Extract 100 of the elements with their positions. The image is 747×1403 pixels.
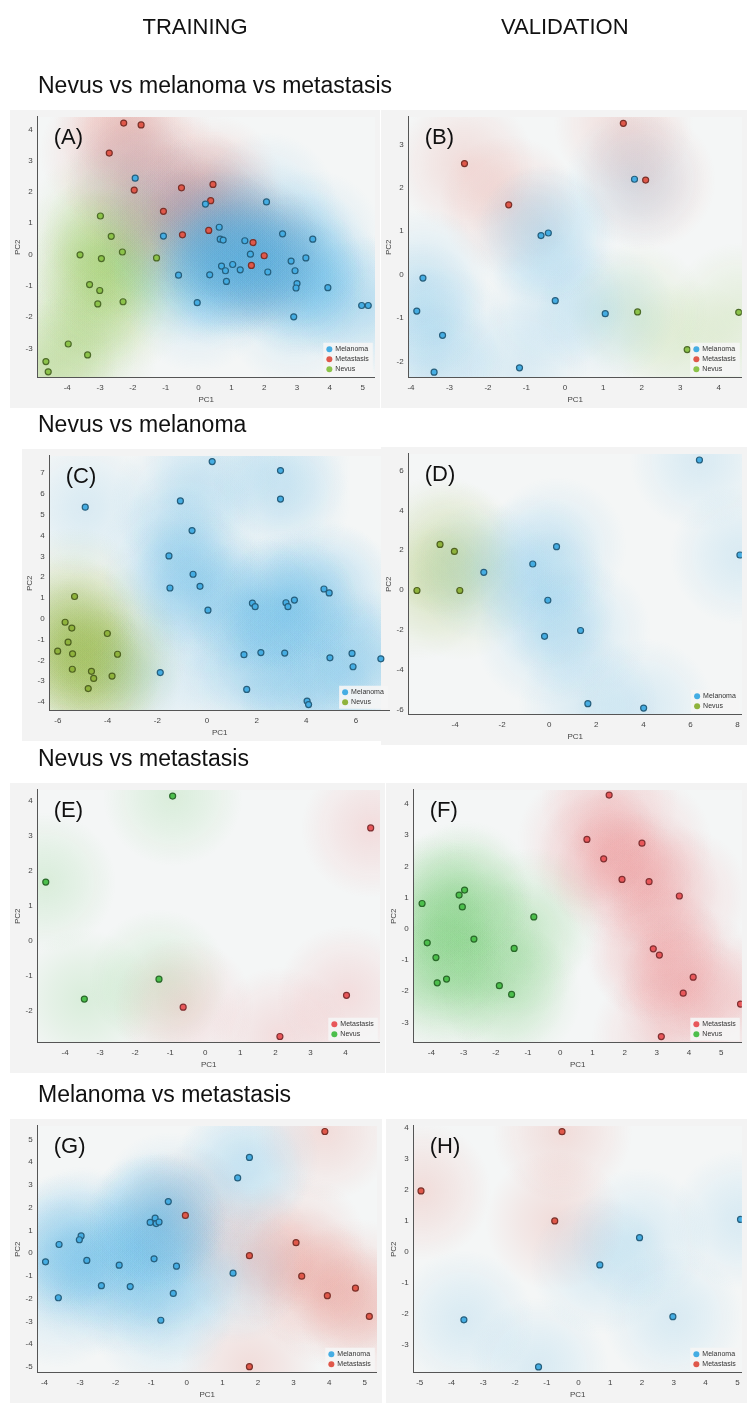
point bbox=[413, 307, 421, 315]
point bbox=[146, 1218, 154, 1227]
point bbox=[367, 824, 375, 832]
point bbox=[257, 649, 265, 657]
x-tick-label: -1 bbox=[543, 1377, 551, 1387]
y-axis-title: PC2 bbox=[25, 574, 34, 592]
point bbox=[229, 1269, 237, 1277]
point bbox=[178, 231, 187, 239]
point bbox=[551, 297, 559, 305]
x-tick-label: 4 bbox=[686, 1047, 692, 1057]
x-tick-label: 3 bbox=[308, 1047, 314, 1057]
point bbox=[262, 198, 271, 206]
point bbox=[281, 649, 289, 657]
x-tick-label: -2 bbox=[153, 715, 162, 725]
text: VALIDATION bbox=[501, 14, 629, 40]
point bbox=[442, 975, 451, 983]
point bbox=[130, 186, 138, 194]
point bbox=[44, 368, 52, 376]
point bbox=[75, 1236, 83, 1244]
point bbox=[679, 989, 687, 997]
point bbox=[638, 839, 646, 847]
x-tick-label: 4 bbox=[327, 382, 333, 392]
y-tick-label: -3 bbox=[25, 1316, 34, 1326]
x-tick-label: 1 bbox=[220, 1377, 226, 1387]
x-tick-label: 4 bbox=[304, 715, 310, 725]
y-tick-label: 2 bbox=[399, 545, 405, 555]
y-tick-label: 2 bbox=[399, 183, 405, 193]
point bbox=[675, 892, 683, 900]
point bbox=[68, 665, 76, 673]
point bbox=[150, 1255, 158, 1263]
point bbox=[735, 308, 742, 316]
x-tick-label: -4 bbox=[451, 719, 460, 729]
x-tick-label: 0 bbox=[547, 719, 553, 729]
y-axis-title: PC2 bbox=[13, 238, 22, 256]
point bbox=[309, 235, 317, 243]
point bbox=[247, 261, 255, 270]
y-tick-label: 0 bbox=[28, 249, 34, 259]
point bbox=[544, 596, 552, 604]
y-tick-label: 2 bbox=[404, 861, 410, 871]
y-tick-label: 7 bbox=[40, 468, 46, 478]
point bbox=[460, 886, 469, 894]
y-tick-label: -2 bbox=[396, 625, 405, 635]
chart-title: (B) bbox=[424, 123, 455, 149]
y-tick-label: 3 bbox=[40, 551, 46, 561]
point bbox=[342, 991, 351, 999]
point bbox=[97, 254, 105, 263]
point bbox=[601, 310, 609, 318]
x-tick-label: 0 bbox=[204, 715, 210, 725]
point bbox=[460, 1316, 468, 1324]
y-tick-label: 3 bbox=[28, 830, 34, 840]
x-axis-title: PC1 bbox=[199, 1390, 216, 1400]
point bbox=[635, 1234, 644, 1242]
point bbox=[208, 458, 216, 466]
point bbox=[292, 284, 300, 292]
y-tick-label: -2 bbox=[401, 1309, 410, 1319]
point bbox=[64, 638, 72, 646]
point bbox=[245, 1363, 254, 1371]
point bbox=[645, 878, 653, 886]
x-tick-label: -4 bbox=[447, 1377, 456, 1387]
y-tick-label: 1 bbox=[28, 1225, 34, 1235]
point bbox=[323, 1292, 331, 1300]
x-tick-label: -4 bbox=[427, 1047, 436, 1057]
point bbox=[83, 1256, 91, 1265]
y-axis-title: PC2 bbox=[389, 1240, 398, 1258]
point bbox=[84, 351, 92, 359]
point bbox=[105, 149, 113, 157]
point bbox=[419, 274, 427, 282]
point bbox=[683, 346, 691, 354]
x-tick-label: 2 bbox=[255, 1377, 261, 1387]
point bbox=[304, 700, 313, 709]
y-tick-label: 2 bbox=[404, 1185, 410, 1195]
point bbox=[169, 792, 177, 800]
y-tick-label: 5 bbox=[28, 1134, 34, 1144]
point bbox=[41, 1258, 50, 1266]
x-tick-label: -1 bbox=[147, 1377, 156, 1387]
x-tick-label: 3 bbox=[291, 1377, 297, 1387]
point bbox=[377, 655, 385, 663]
x-tick-label: 2 bbox=[594, 719, 600, 729]
y-tick-label: 1 bbox=[28, 218, 34, 228]
point bbox=[290, 313, 298, 321]
point bbox=[736, 551, 742, 559]
point bbox=[193, 299, 201, 307]
point bbox=[438, 331, 447, 339]
point bbox=[229, 260, 237, 269]
x-tick-label: 4 bbox=[641, 719, 647, 729]
chart-title: (F) bbox=[429, 796, 458, 822]
point bbox=[264, 268, 272, 276]
y-tick-label: 4 bbox=[40, 530, 46, 540]
y-tick-label: -1 bbox=[401, 1278, 410, 1288]
point bbox=[298, 1272, 306, 1280]
y-tick-label: 1 bbox=[404, 1216, 410, 1226]
point bbox=[70, 592, 79, 601]
point bbox=[222, 277, 231, 286]
y-tick-label: -5 bbox=[25, 1362, 34, 1372]
point bbox=[290, 596, 299, 604]
chart-title: (E) bbox=[53, 796, 84, 822]
point bbox=[90, 674, 98, 682]
x-tick-label: -2 bbox=[129, 382, 137, 392]
point bbox=[630, 175, 639, 183]
y-tick-label: 4 bbox=[28, 1157, 34, 1167]
